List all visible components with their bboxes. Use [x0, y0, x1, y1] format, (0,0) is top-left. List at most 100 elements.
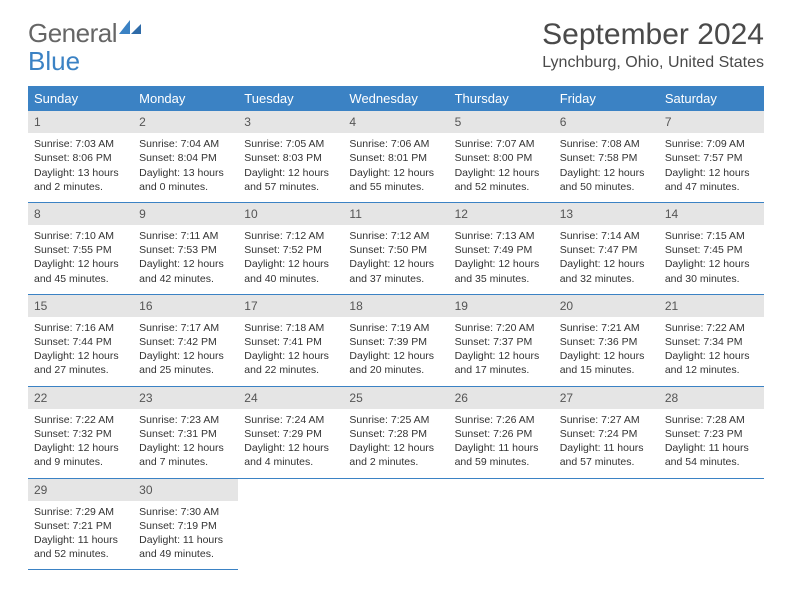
sunrise-text: Sunrise: 7:11 AM: [139, 229, 232, 243]
title-block: September 2024 Lynchburg, Ohio, United S…: [542, 18, 764, 72]
day-number: 16: [133, 294, 238, 317]
day-cell: Sunrise: 7:25 AMSunset: 7:28 PMDaylight:…: [343, 409, 448, 478]
sunset-text: Sunset: 7:44 PM: [34, 335, 127, 349]
sunset-text: Sunset: 7:34 PM: [665, 335, 758, 349]
day-cell: Sunrise: 7:17 AMSunset: 7:42 PMDaylight:…: [133, 317, 238, 386]
weekday-header-row: Sunday Monday Tuesday Wednesday Thursday…: [28, 86, 764, 111]
sunset-text: Sunset: 8:06 PM: [34, 151, 127, 165]
day-number: 27: [554, 386, 659, 409]
daylight-text: Daylight: 13 hours and 0 minutes.: [139, 166, 232, 194]
sunset-text: Sunset: 8:00 PM: [455, 151, 548, 165]
sunrise-text: Sunrise: 7:27 AM: [560, 413, 653, 427]
day-cell: Sunrise: 7:15 AMSunset: 7:45 PMDaylight:…: [659, 225, 764, 294]
sunrise-text: Sunrise: 7:03 AM: [34, 137, 127, 151]
weekday-header: Tuesday: [238, 86, 343, 111]
daylight-text: Daylight: 12 hours and 22 minutes.: [244, 349, 337, 377]
daylight-text: Daylight: 12 hours and 7 minutes.: [139, 441, 232, 469]
sunset-text: Sunset: 8:01 PM: [349, 151, 442, 165]
day-cell: Sunrise: 7:03 AMSunset: 8:06 PMDaylight:…: [28, 133, 133, 202]
day-number: 19: [449, 294, 554, 317]
daylight-text: Daylight: 12 hours and 40 minutes.: [244, 257, 337, 285]
day-number: [659, 478, 764, 501]
day-cell: [659, 501, 764, 570]
day-cell: [449, 501, 554, 570]
day-number: 17: [238, 294, 343, 317]
daylight-text: Daylight: 12 hours and 35 minutes.: [455, 257, 548, 285]
sunset-text: Sunset: 7:19 PM: [139, 519, 232, 533]
sunrise-text: Sunrise: 7:13 AM: [455, 229, 548, 243]
day-number: [449, 478, 554, 501]
day-cell: Sunrise: 7:29 AMSunset: 7:21 PMDaylight:…: [28, 501, 133, 570]
sunrise-text: Sunrise: 7:14 AM: [560, 229, 653, 243]
day-number: 13: [554, 202, 659, 225]
day-number-row: 15161718192021: [28, 294, 764, 317]
day-content-row: Sunrise: 7:22 AMSunset: 7:32 PMDaylight:…: [28, 409, 764, 478]
day-cell: Sunrise: 7:10 AMSunset: 7:55 PMDaylight:…: [28, 225, 133, 294]
sunset-text: Sunset: 7:57 PM: [665, 151, 758, 165]
sunset-text: Sunset: 8:04 PM: [139, 151, 232, 165]
daylight-text: Daylight: 11 hours and 59 minutes.: [455, 441, 548, 469]
day-cell: Sunrise: 7:24 AMSunset: 7:29 PMDaylight:…: [238, 409, 343, 478]
day-number-row: 22232425262728: [28, 386, 764, 409]
daylight-text: Daylight: 12 hours and 50 minutes.: [560, 166, 653, 194]
day-cell: Sunrise: 7:18 AMSunset: 7:41 PMDaylight:…: [238, 317, 343, 386]
sunrise-text: Sunrise: 7:25 AM: [349, 413, 442, 427]
day-number: 12: [449, 202, 554, 225]
day-number: [343, 478, 448, 501]
logo-text-blue: Blue: [28, 46, 80, 77]
day-number: 29: [28, 478, 133, 501]
day-number: 8: [28, 202, 133, 225]
day-number: 10: [238, 202, 343, 225]
day-content-row: Sunrise: 7:03 AMSunset: 8:06 PMDaylight:…: [28, 133, 764, 202]
month-title: September 2024: [542, 18, 764, 52]
location: Lynchburg, Ohio, United States: [542, 54, 764, 72]
sunset-text: Sunset: 7:52 PM: [244, 243, 337, 257]
day-cell: Sunrise: 7:09 AMSunset: 7:57 PMDaylight:…: [659, 133, 764, 202]
day-cell: Sunrise: 7:16 AMSunset: 7:44 PMDaylight:…: [28, 317, 133, 386]
daylight-text: Daylight: 13 hours and 2 minutes.: [34, 166, 127, 194]
sunset-text: Sunset: 7:24 PM: [560, 427, 653, 441]
day-cell: Sunrise: 7:19 AMSunset: 7:39 PMDaylight:…: [343, 317, 448, 386]
day-number: 7: [659, 111, 764, 133]
sunrise-text: Sunrise: 7:05 AM: [244, 137, 337, 151]
sunrise-text: Sunrise: 7:09 AM: [665, 137, 758, 151]
day-number: 28: [659, 386, 764, 409]
day-cell: [343, 501, 448, 570]
sunset-text: Sunset: 7:49 PM: [455, 243, 548, 257]
daylight-text: Daylight: 11 hours and 57 minutes.: [560, 441, 653, 469]
day-cell: Sunrise: 7:20 AMSunset: 7:37 PMDaylight:…: [449, 317, 554, 386]
daylight-text: Daylight: 12 hours and 25 minutes.: [139, 349, 232, 377]
daylight-text: Daylight: 11 hours and 49 minutes.: [139, 533, 232, 561]
sunrise-text: Sunrise: 7:22 AM: [665, 321, 758, 335]
day-cell: Sunrise: 7:08 AMSunset: 7:58 PMDaylight:…: [554, 133, 659, 202]
sunset-text: Sunset: 7:37 PM: [455, 335, 548, 349]
daylight-text: Daylight: 11 hours and 52 minutes.: [34, 533, 127, 561]
day-number: 23: [133, 386, 238, 409]
day-number: 2: [133, 111, 238, 133]
sunset-text: Sunset: 7:32 PM: [34, 427, 127, 441]
day-cell: Sunrise: 7:14 AMSunset: 7:47 PMDaylight:…: [554, 225, 659, 294]
sunrise-text: Sunrise: 7:16 AM: [34, 321, 127, 335]
day-number: 11: [343, 202, 448, 225]
weekday-header: Saturday: [659, 86, 764, 111]
day-number: 24: [238, 386, 343, 409]
day-number: 5: [449, 111, 554, 133]
day-number: 14: [659, 202, 764, 225]
daylight-text: Daylight: 12 hours and 2 minutes.: [349, 441, 442, 469]
day-cell: [554, 501, 659, 570]
header: General September 2024 Lynchburg, Ohio, …: [28, 18, 764, 72]
day-cell: Sunrise: 7:26 AMSunset: 7:26 PMDaylight:…: [449, 409, 554, 478]
daylight-text: Daylight: 12 hours and 27 minutes.: [34, 349, 127, 377]
day-number: 26: [449, 386, 554, 409]
sunset-text: Sunset: 7:41 PM: [244, 335, 337, 349]
day-cell: Sunrise: 7:05 AMSunset: 8:03 PMDaylight:…: [238, 133, 343, 202]
day-number: 30: [133, 478, 238, 501]
day-number: [238, 478, 343, 501]
sunset-text: Sunset: 7:42 PM: [139, 335, 232, 349]
day-cell: Sunrise: 7:13 AMSunset: 7:49 PMDaylight:…: [449, 225, 554, 294]
sunset-text: Sunset: 7:39 PM: [349, 335, 442, 349]
weekday-header: Wednesday: [343, 86, 448, 111]
weekday-header: Sunday: [28, 86, 133, 111]
sunset-text: Sunset: 7:29 PM: [244, 427, 337, 441]
weekday-header: Monday: [133, 86, 238, 111]
